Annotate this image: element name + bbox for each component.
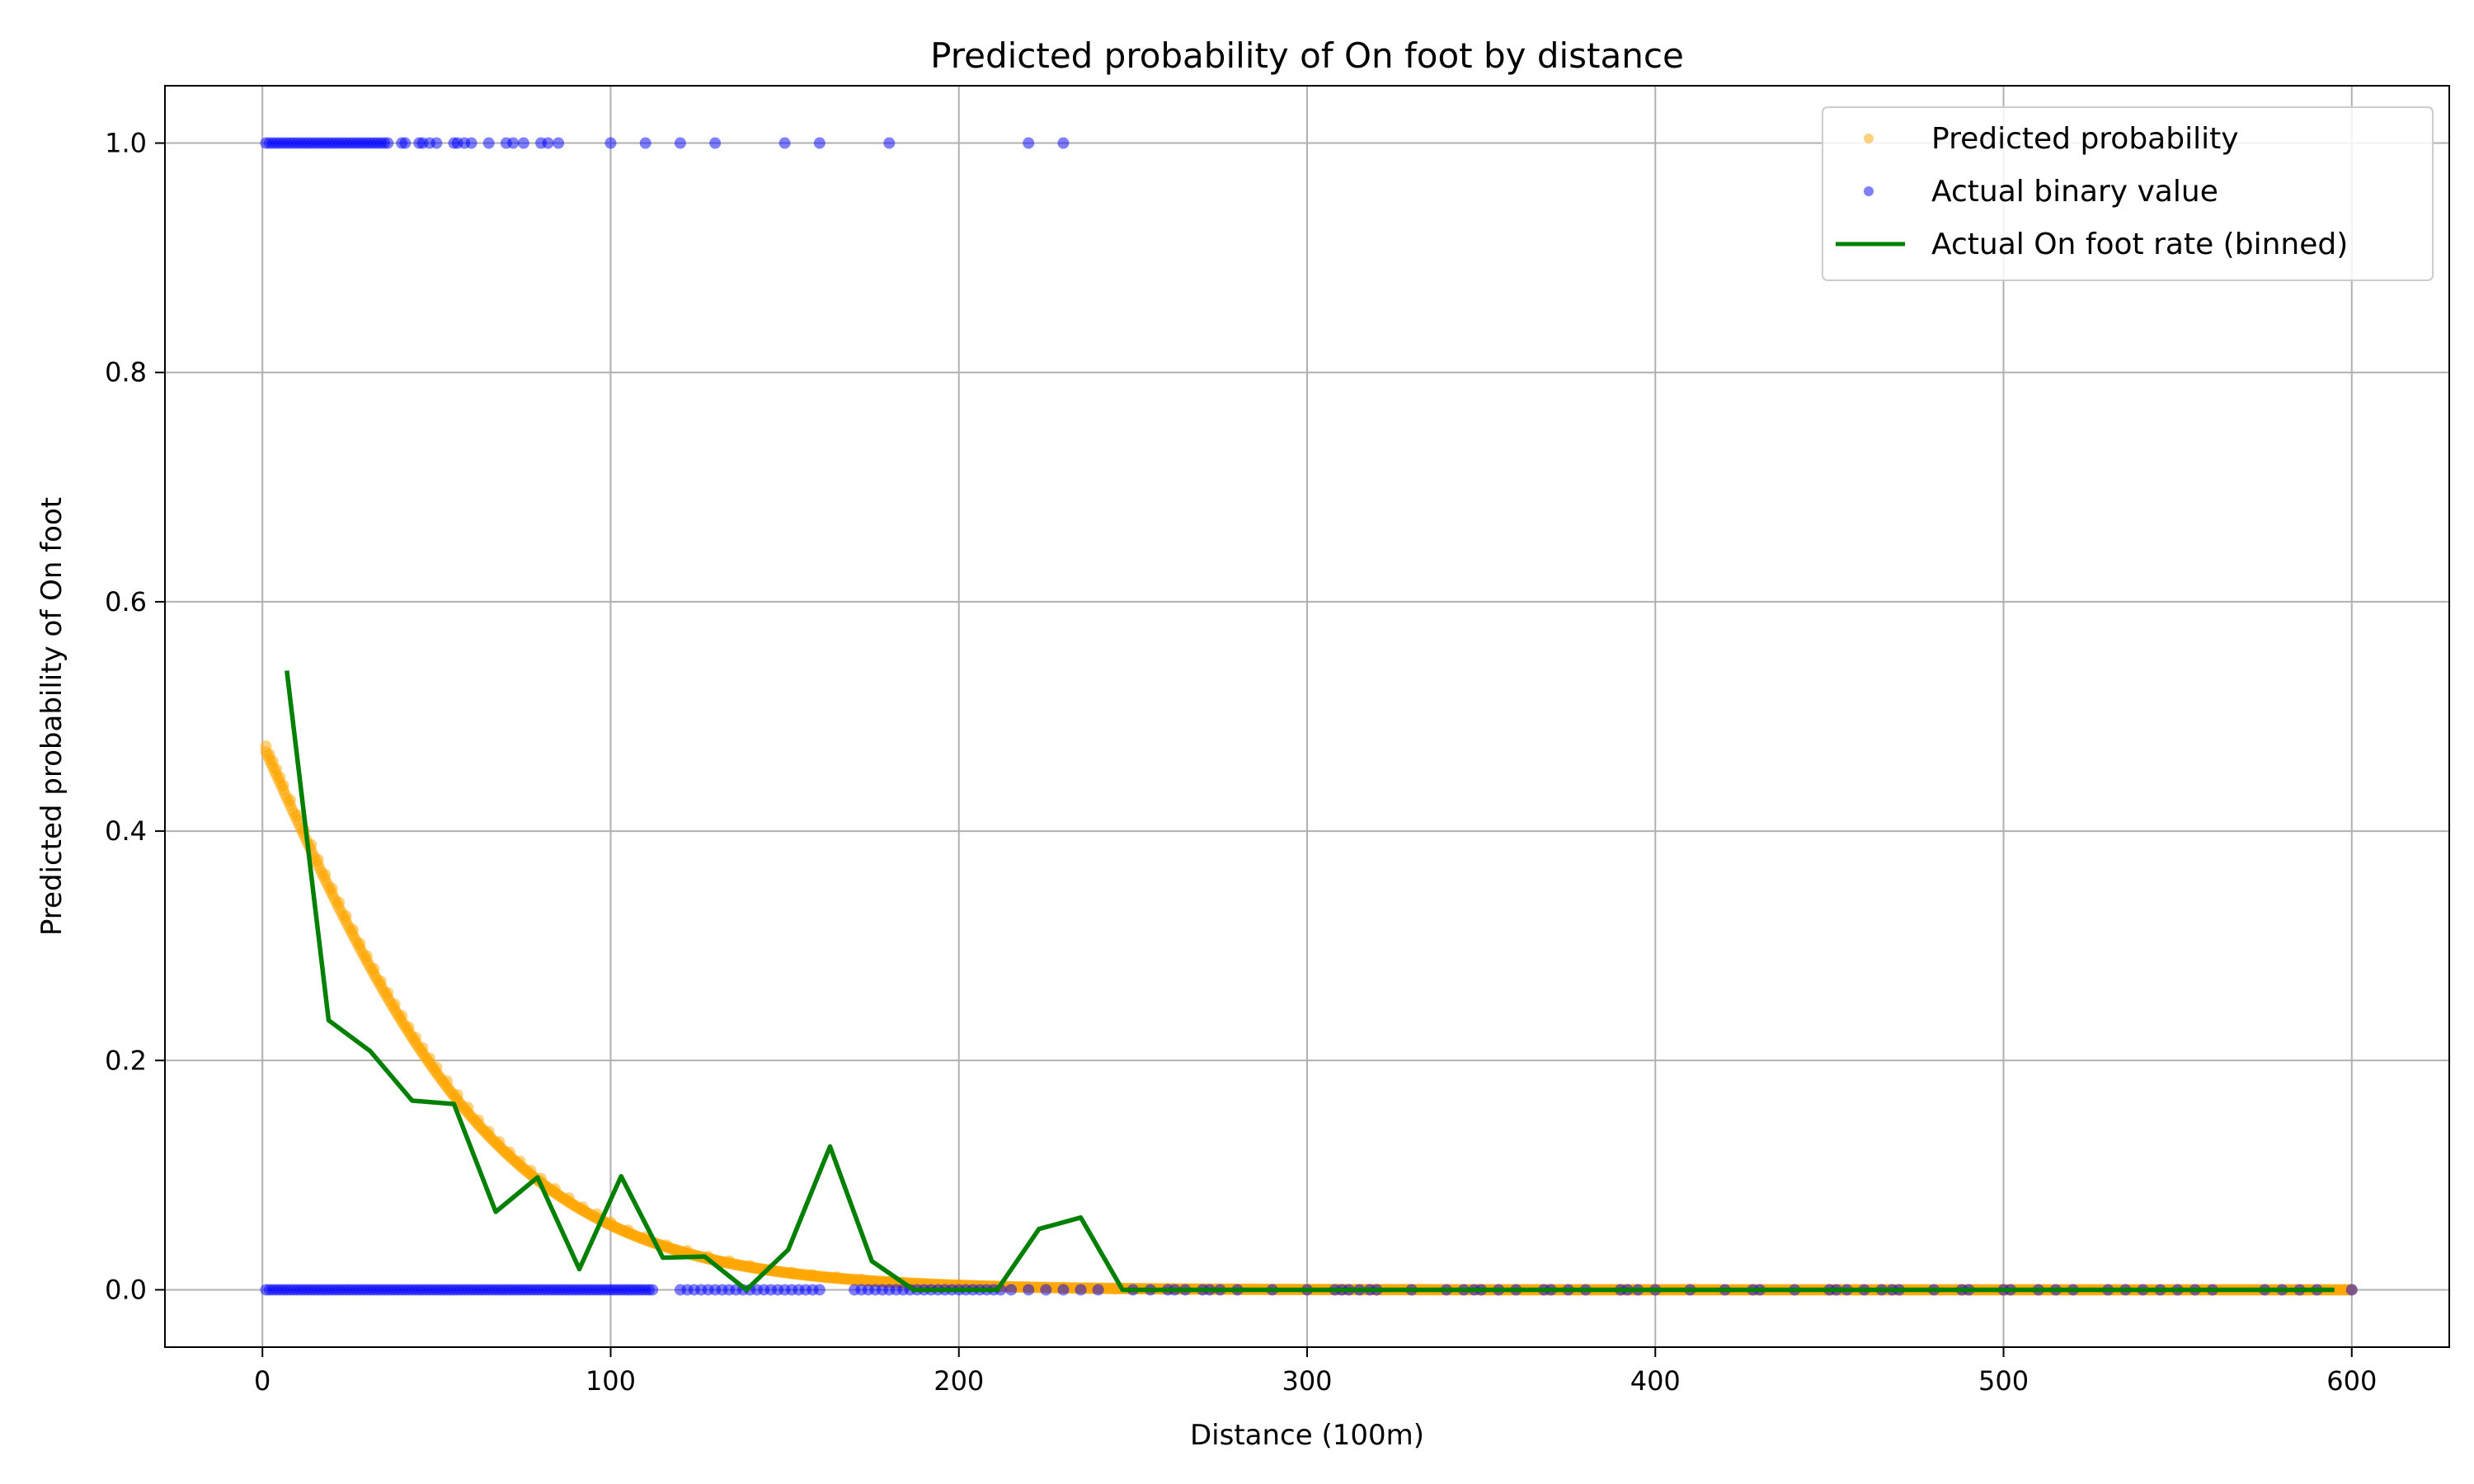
- predicted-point: [514, 1155, 526, 1167]
- predicted-point: [396, 1010, 408, 1022]
- predicted-point: [473, 1114, 485, 1126]
- predicted-point: [423, 1052, 435, 1064]
- actual-point: [813, 1284, 825, 1296]
- actual-point: [709, 137, 722, 149]
- predicted-point: [451, 1089, 463, 1101]
- actual-point: [2345, 1284, 2358, 1296]
- predicted-point: [493, 1136, 506, 1148]
- actual-point: [674, 137, 686, 149]
- predicted-point: [622, 1224, 634, 1237]
- predicted-point: [883, 1275, 896, 1288]
- legend-marker-predicted: [1864, 134, 1874, 143]
- actual-point: [542, 137, 554, 149]
- predicted-point: [590, 1208, 603, 1220]
- predicted-point: [382, 987, 394, 999]
- predicted-point: [482, 1125, 495, 1138]
- actual-point: [639, 137, 651, 149]
- predicted-point: [285, 794, 297, 806]
- predicted-point: [830, 1271, 843, 1284]
- actual-point: [813, 137, 825, 149]
- predicted-point: [354, 937, 366, 950]
- actual-point: [1075, 1284, 1087, 1296]
- y-tick-label: 0.2: [105, 1045, 147, 1076]
- y-tick-label: 0.6: [105, 586, 147, 618]
- x-tick-label: 400: [1630, 1365, 1681, 1397]
- predicted-point: [360, 950, 373, 962]
- predicted-point: [326, 882, 338, 895]
- actual-point: [1057, 1284, 1070, 1296]
- y-tick-label: 0.8: [105, 357, 147, 388]
- x-tick-label: 600: [2326, 1365, 2377, 1397]
- legend-label-actual: Actual binary value: [1931, 175, 2218, 209]
- actual-point: [604, 137, 617, 149]
- predicted-point: [661, 1239, 673, 1252]
- predicted-point: [374, 975, 387, 988]
- predicted-point: [604, 1216, 617, 1228]
- predicted-point: [504, 1146, 516, 1158]
- actual-point: [482, 137, 495, 149]
- x-axis-label: Distance (100m): [1190, 1419, 1424, 1452]
- predicted-point: [807, 1269, 819, 1281]
- predicted-point: [548, 1183, 561, 1195]
- actual-point: [517, 137, 529, 149]
- chart-title: Predicted probability of On foot by dist…: [930, 35, 1684, 76]
- actual-point: [399, 137, 412, 149]
- predicted-point: [277, 779, 289, 791]
- actual-point: [883, 137, 896, 149]
- actual-point: [778, 137, 791, 149]
- predicted-point: [368, 963, 380, 974]
- legend-marker-actual: [1864, 186, 1874, 196]
- predicted-point: [291, 809, 303, 821]
- x-tick-label: 100: [586, 1365, 636, 1397]
- binned-rate-line: [285, 670, 2335, 1293]
- actual-point: [382, 137, 394, 149]
- predicted-point: [462, 1101, 474, 1114]
- predicted-point: [524, 1164, 537, 1176]
- actual-point: [430, 137, 443, 149]
- actual-point: [1040, 1284, 1052, 1296]
- x-tick-label: 200: [934, 1365, 984, 1397]
- predicted-point: [430, 1061, 443, 1073]
- predicted-point: [441, 1075, 454, 1087]
- x-tick-label: 500: [1978, 1365, 2029, 1397]
- predicted-point: [576, 1201, 589, 1214]
- y-tick-label: 0.4: [105, 815, 147, 847]
- predicted-point: [786, 1266, 798, 1279]
- x-tick-label: 300: [1282, 1365, 1332, 1397]
- legend-box: [1822, 106, 2434, 281]
- actual-point: [553, 137, 565, 149]
- predicted-point: [562, 1192, 575, 1205]
- y-tick-label: 0.0: [105, 1274, 147, 1305]
- actual-point: [1092, 1284, 1104, 1296]
- actual-point: [1057, 137, 1070, 149]
- predicted-point: [347, 923, 360, 936]
- plot-data: [260, 137, 2358, 1296]
- y-axis-label: Predicted probability of On foot: [35, 497, 68, 936]
- predicted-point: [319, 868, 332, 881]
- predicted-point: [402, 1021, 415, 1033]
- predicted-point: [333, 896, 346, 909]
- predicted-point: [416, 1041, 429, 1054]
- predicted-point: [744, 1260, 756, 1272]
- axis-ticks: 0 100 200 300 400 500 600 0.0 0.2 0.4 0.6 0.8 1.0: [105, 128, 2377, 1397]
- predicted-point: [855, 1273, 868, 1285]
- predicted-point: [312, 853, 324, 866]
- predicted-point: [723, 1255, 736, 1267]
- predicted-point: [340, 910, 352, 923]
- legend-label-binned: Actual On foot rate (binned): [1931, 228, 2348, 261]
- actual-point: [1023, 1284, 1035, 1296]
- legend: Predicted probability Actual binary valu…: [1822, 106, 2434, 281]
- predicted-point: [410, 1031, 422, 1044]
- actual-point: [1005, 1284, 1018, 1296]
- predicted-point: [681, 1245, 694, 1257]
- actual-point: [647, 1284, 659, 1296]
- actual-point: [1023, 137, 1035, 149]
- y-tick-label: 1.0: [105, 128, 147, 159]
- legend-label-predicted: Predicted probability: [1931, 122, 2239, 156]
- actual-point: [507, 137, 520, 149]
- actual-point: [465, 137, 477, 149]
- predicted-point: [388, 998, 401, 1011]
- x-tick-label: 0: [254, 1365, 270, 1397]
